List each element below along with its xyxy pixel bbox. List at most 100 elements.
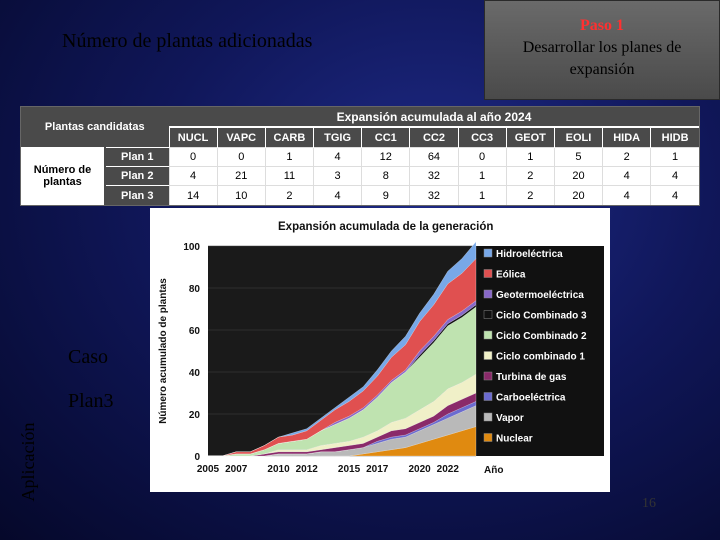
table-cell: 0 (216, 146, 266, 167)
table-cell: 1 (650, 146, 699, 167)
y-tick-label: 20 (189, 410, 201, 421)
column-header: CC1 (361, 127, 410, 148)
x-tick-label: 2020 (408, 464, 431, 475)
case-label: Caso (68, 346, 108, 368)
plan-label: Plan 3 (105, 185, 169, 205)
x-tick-label: 2022 (437, 464, 460, 475)
table-cell: 4 (602, 166, 651, 186)
table-cell: 4 (313, 146, 362, 167)
column-header: NUCL (168, 127, 218, 148)
slide-title: Número de plantas adicionadas (62, 30, 313, 52)
chart-title: Expansión acumulada de la generación (278, 221, 493, 233)
table-cell: 2 (505, 185, 555, 205)
legend-swatch (483, 412, 493, 422)
table-cell: 4 (650, 185, 699, 205)
table-cell: 1 (457, 166, 507, 186)
table-cell: 64 (409, 146, 459, 167)
column-header: GEOT (505, 127, 555, 148)
table-cell: 8 (361, 166, 410, 186)
table-cell: 0 (168, 146, 218, 167)
table-cell: 4 (313, 185, 362, 205)
step-box: Paso 1 Desarrollar los planes de expansi… (484, 0, 720, 100)
row-group-label: Número de plantas (21, 147, 106, 205)
legend-label: Nuclear (496, 434, 533, 445)
table-cell: 32 (409, 185, 459, 205)
y-tick-label: 100 (183, 242, 200, 253)
y-tick-label: 40 (189, 368, 201, 379)
case-value: Plan3 (68, 390, 114, 412)
legend-label: Turbina de gas (496, 372, 567, 383)
table-cell: 12 (361, 146, 410, 167)
table-cell: 32 (409, 166, 459, 186)
table-cell: 1 (457, 185, 507, 205)
table-cell: 20 (553, 185, 603, 205)
legend-label: Geotermoeléctrica (496, 290, 584, 301)
legend-swatch (483, 310, 493, 319)
x-axis-label: Año (484, 465, 503, 476)
legend-label: Carboeléctrica (496, 393, 566, 404)
legend-swatch (483, 330, 493, 340)
table-cell: 0 (457, 146, 507, 167)
table-cell: 14 (168, 185, 218, 205)
legend-swatch (483, 392, 493, 401)
legend-label: Hidroeléctrica (496, 249, 563, 260)
column-header: VAPC (216, 127, 266, 148)
legend-swatch (483, 248, 493, 258)
step-title: Paso 1 (580, 17, 624, 34)
x-tick-label: 2015 (338, 464, 361, 475)
legend-label: Ciclo Combinado 3 (496, 311, 587, 322)
page-number: 16 (642, 496, 656, 511)
legend-label: Eólica (496, 270, 526, 281)
table-row: Número de plantas Plan 1 0 0 1 4 12 64 0 1 5 2 1 (21, 146, 699, 205)
expansion-table: Plantas candidatas Expansión acumulada a… (21, 107, 699, 205)
column-header: CARB (264, 127, 314, 148)
side-label: Aplicación (18, 422, 38, 502)
x-tick-label: 2005 (197, 464, 220, 475)
table-cell: 1 (505, 146, 555, 167)
table-cell: 2 (602, 146, 651, 167)
table-cell: 21 (216, 166, 266, 186)
legend-swatch (483, 289, 493, 299)
column-header: CC2 (409, 127, 459, 148)
x-tick-label: 2017 (366, 464, 389, 475)
x-tick-label: 2010 (267, 464, 290, 475)
column-header: HIDA (602, 127, 651, 148)
table-row: Plan 2 4 21 11 3 8 32 1 2 20 4 4 (21, 166, 699, 186)
table-cell: 11 (264, 166, 314, 186)
area-series-9 (208, 241, 477, 457)
table-cell: 10 (216, 185, 266, 205)
plan-label: Plan 2 (105, 166, 169, 186)
x-tick-label: 2012 (296, 464, 319, 475)
expansion-table-panel: Plantas candidatas Expansión acumulada a… (20, 106, 700, 206)
table-right-header: Expansión acumulada al año 2024 (169, 107, 699, 129)
table-cell: 4 (650, 166, 699, 186)
legend-swatch (483, 371, 493, 381)
table-left-header: Plantas candidatas (21, 107, 169, 148)
column-header: HIDB (650, 127, 699, 148)
column-header: EOLI (553, 127, 603, 148)
table-cell: 2 (505, 166, 555, 186)
legend-swatch (483, 351, 493, 360)
step-description: Desarrollar los planes de expansión (522, 39, 682, 78)
chart-panel: Expansión acumulada de la generación 0 20… (150, 208, 610, 492)
y-tick-label: 60 (189, 326, 201, 337)
y-tick-label: 0 (194, 452, 200, 463)
legend-label: Vapor (496, 413, 524, 424)
table-cell: 9 (361, 185, 410, 205)
table-cell: 2 (264, 185, 314, 205)
legend-background (476, 246, 604, 456)
legend-label: Ciclo combinado 1 (496, 352, 585, 363)
column-header: TGIG (313, 127, 362, 148)
x-tick-label: 2007 (225, 464, 248, 475)
plan-label: Plan 1 (105, 146, 169, 167)
legend-label: Ciclo Combinado 2 (496, 331, 587, 342)
y-axis-label: Número acumulado de plantas (158, 278, 169, 424)
column-header: CC3 (457, 127, 507, 148)
table-cell: 5 (553, 146, 603, 167)
legend-swatch (483, 269, 493, 278)
table-row: Plan 3 14 10 2 4 9 32 1 2 20 4 4 (21, 185, 699, 205)
area-chart: Expansión acumulada de la generación 020… (158, 221, 604, 476)
legend-swatch (483, 433, 493, 442)
table-cell: 4 (602, 185, 651, 205)
y-tick-label: 80 (189, 284, 201, 295)
